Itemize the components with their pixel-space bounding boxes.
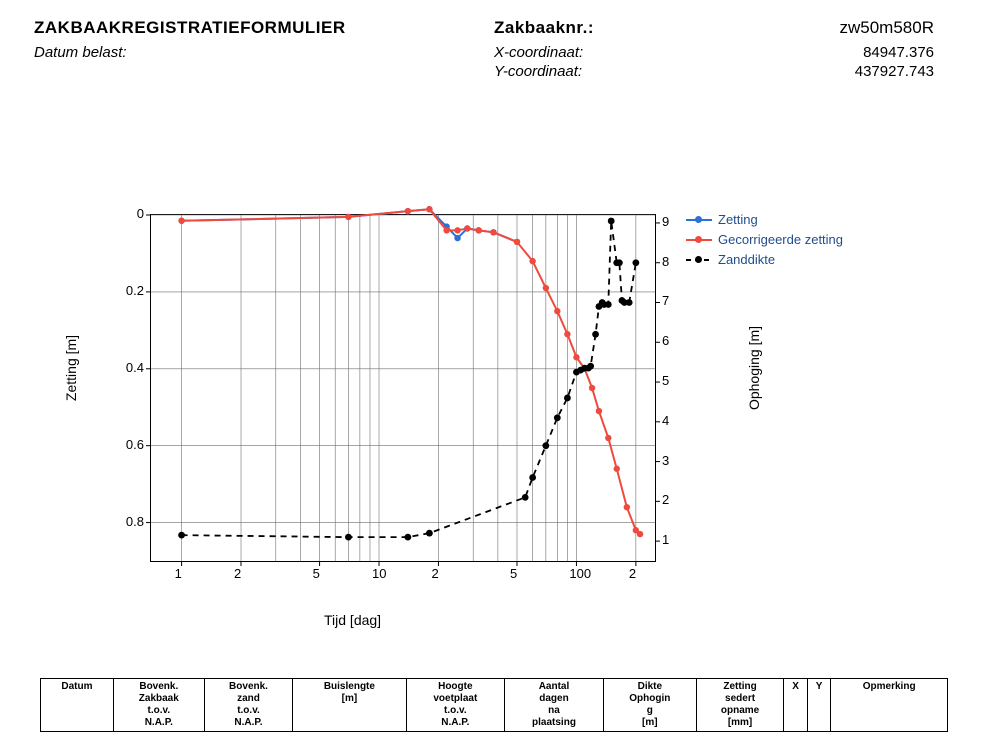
header-block: ZAKBAAKREGISTRATIEFORMULIER Datum belast… bbox=[34, 18, 954, 80]
table-header-row: DatumBovenk.Zakbaakt.o.v.N.A.P.Bovenk.za… bbox=[41, 679, 948, 732]
y1-tick: 0.8 bbox=[116, 514, 144, 529]
ycoord-label: Y-coordinaat: bbox=[494, 63, 754, 80]
legend-label: Zanddikte bbox=[718, 250, 775, 270]
table-column-header: Bovenk.zandt.o.v.N.A.P. bbox=[204, 679, 293, 732]
y2-tick: 3 bbox=[662, 453, 669, 468]
legend-item: Gecorrigeerde zetting bbox=[686, 230, 843, 250]
x-axis-label: Tijd [dag] bbox=[324, 612, 381, 628]
x-tick: 5 bbox=[510, 566, 517, 581]
legend-item: Zetting bbox=[686, 210, 843, 230]
legend-label: Gecorrigeerde zetting bbox=[718, 230, 843, 250]
x-tick: 5 bbox=[313, 566, 320, 581]
table-column-header: Hoogtevoetplaatt.o.v.N.A.P. bbox=[406, 679, 505, 732]
y2-axis-label: Ophoging [m] bbox=[746, 326, 762, 410]
legend-item: Zanddikte bbox=[686, 250, 843, 270]
plot-svg bbox=[151, 215, 655, 561]
chart-container: Zetting [m] Ophoging [m] Tijd [dag] 00.2… bbox=[84, 190, 904, 620]
form-title: ZAKBAAKREGISTRATIEFORMULIER bbox=[34, 18, 494, 38]
table-column-header: Bovenk.Zakbaakt.o.v.N.A.P. bbox=[113, 679, 204, 732]
y2-tick: 1 bbox=[662, 532, 669, 547]
legend: ZettingGecorrigeerde zettingZanddikte bbox=[686, 210, 843, 270]
legend-label: Zetting bbox=[718, 210, 758, 230]
datum-belast-label: Datum belast: bbox=[34, 44, 494, 61]
data-table: DatumBovenk.Zakbaakt.o.v.N.A.P.Bovenk.za… bbox=[40, 678, 948, 732]
x-tick: 100 bbox=[569, 566, 591, 581]
x-tick: 1 bbox=[175, 566, 182, 581]
y2-tick: 5 bbox=[662, 373, 669, 388]
table-column-header: Aantaldagennaplaatsing bbox=[505, 679, 604, 732]
x-tick: 2 bbox=[234, 566, 241, 581]
y2-tick: 4 bbox=[662, 413, 669, 428]
xcoord-value: 84947.376 bbox=[754, 44, 934, 61]
x-tick: 2 bbox=[629, 566, 636, 581]
zakbaaknr-value: zw50m580R bbox=[754, 18, 934, 38]
ycoord-value: 437927.743 bbox=[754, 63, 934, 80]
zakbaaknr-label: Zakbaaknr.: bbox=[494, 18, 754, 38]
table-column-header: Opmerking bbox=[831, 679, 948, 732]
y1-tick: 0.6 bbox=[116, 437, 144, 452]
y1-tick: 0.2 bbox=[116, 283, 144, 298]
y1-tick: 0.4 bbox=[116, 360, 144, 375]
x-tick: 10 bbox=[372, 566, 386, 581]
y1-axis-label: Zetting [m] bbox=[63, 335, 79, 401]
y2-tick: 8 bbox=[662, 254, 669, 269]
y2-tick: 9 bbox=[662, 214, 669, 229]
table-column-header: Datum bbox=[41, 679, 114, 732]
y2-tick: 7 bbox=[662, 293, 669, 308]
table-column-header: X bbox=[784, 679, 808, 732]
y2-tick: 6 bbox=[662, 333, 669, 348]
header-left: ZAKBAAKREGISTRATIEFORMULIER Datum belast… bbox=[34, 18, 494, 80]
xcoord-label: X-coordinaat: bbox=[494, 44, 754, 61]
table-column-header: Zettingsedertopname[mm] bbox=[696, 679, 783, 732]
page-root: ZAKBAAKREGISTRATIEFORMULIER Datum belast… bbox=[0, 0, 988, 747]
table-column-header: Buislengte[m] bbox=[293, 679, 406, 732]
plot-area bbox=[150, 214, 656, 562]
y1-tick: 0 bbox=[116, 206, 144, 221]
header-right: zw50m580R 84947.376 437927.743 bbox=[754, 18, 954, 80]
header-mid: Zakbaaknr.: X-coordinaat: Y-coordinaat: bbox=[494, 18, 754, 80]
x-tick: 2 bbox=[431, 566, 438, 581]
table-column-header: DikteOphoging[m] bbox=[603, 679, 696, 732]
table-column-header: Y bbox=[807, 679, 831, 732]
y2-tick: 2 bbox=[662, 492, 669, 507]
